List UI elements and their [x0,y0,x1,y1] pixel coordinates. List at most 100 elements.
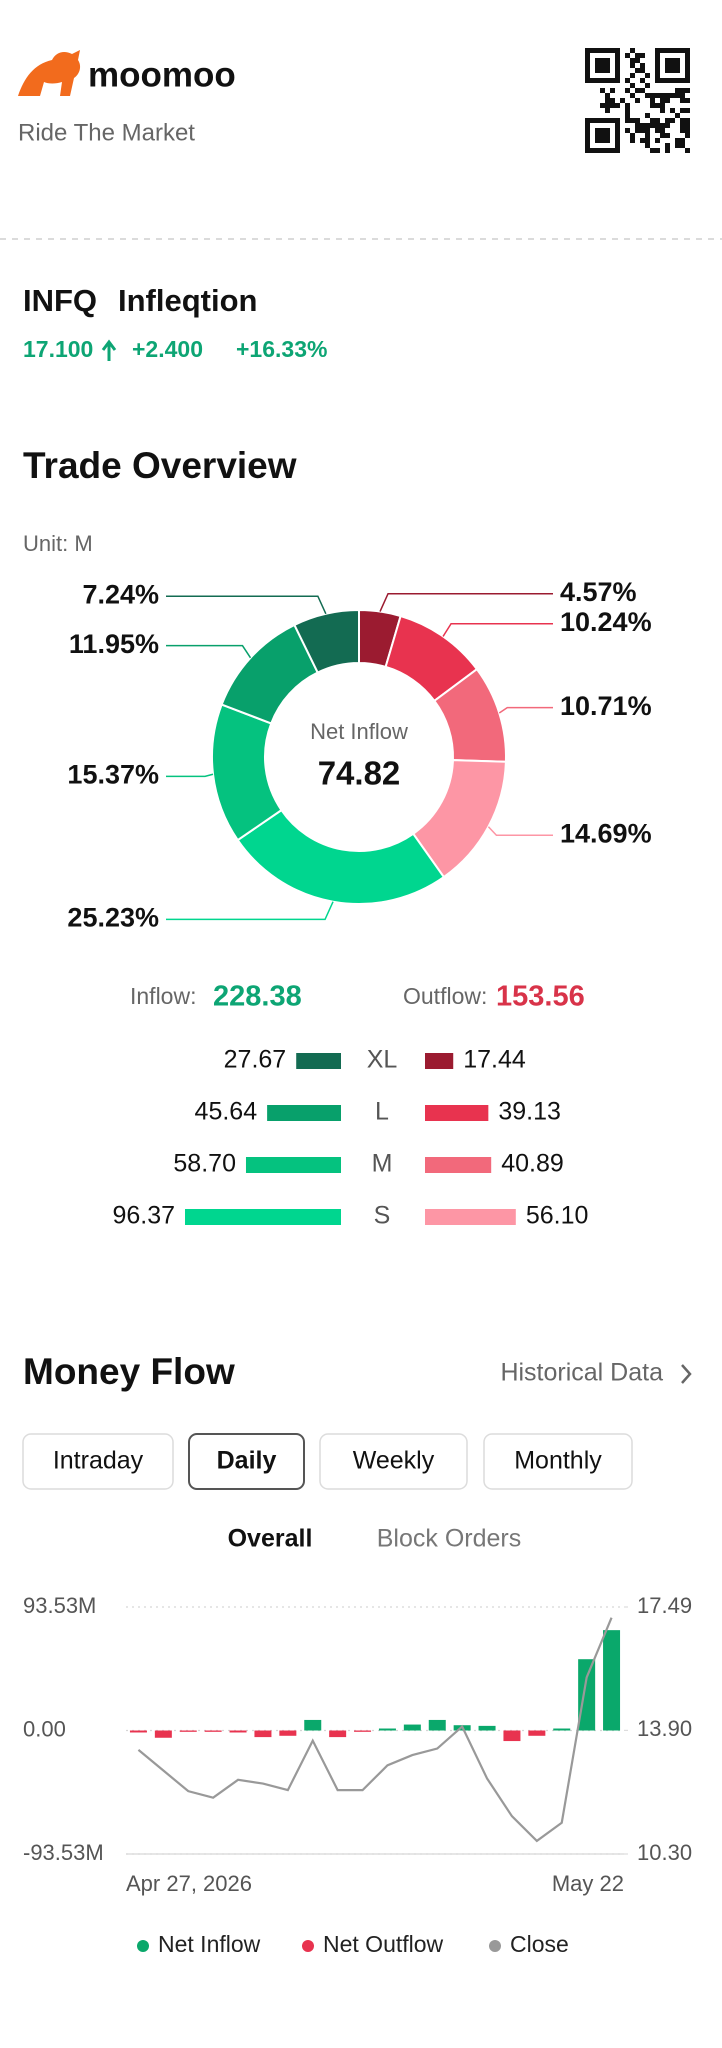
qr-module [660,98,665,103]
subtab-label[interactable]: Block Orders [377,1525,521,1553]
qr-module [640,78,645,83]
flow-bar [578,1659,596,1731]
qr-module [660,133,665,138]
tab-label[interactable]: Weekly [353,1447,435,1475]
qr-code [585,48,690,153]
tab[interactable] [319,1433,468,1490]
stock-price: 17.100 [23,336,93,362]
legend-label: Net Outflow [323,1931,444,1957]
qr-module [645,133,650,138]
flow-bar [428,1719,446,1731]
donut-center-label: Net Inflow [310,719,408,744]
qr-module [640,68,645,73]
tab-label[interactable]: Monthly [514,1447,602,1475]
tab[interactable] [188,1433,305,1490]
flow-value: 96.37 [112,1202,175,1230]
brand: moomoo [88,55,236,94]
qr-module [610,98,615,103]
qr-module [645,113,650,118]
flow-value: 17.44 [463,1046,526,1074]
flow-bar [185,1209,341,1225]
legend-label: Close [510,1931,569,1957]
qr-module [625,53,630,58]
qr-module [635,128,640,133]
qr-module [685,128,690,133]
flow-bar [329,1730,347,1738]
qr-module [615,103,620,108]
flow-bar [279,1730,297,1736]
qr-finder [595,128,610,143]
flow-bar [425,1209,516,1225]
qr-module [655,93,660,98]
qr-module [665,133,670,138]
subtab-label[interactable]: Overall [228,1525,313,1553]
qr-finder [655,48,690,83]
qr-module [645,138,650,143]
qr-module [670,108,675,113]
flow-value: 45.64 [195,1098,258,1126]
section-title: Money Flow [23,1351,235,1392]
donut-label: 15.37% [67,760,159,790]
y-tick-label: 93.53M [23,1593,96,1618]
flow-bar [478,1725,496,1731]
qr-module [660,108,665,113]
tab[interactable] [483,1433,633,1490]
leader-line [166,773,214,778]
chevron[interactable] [681,1364,692,1384]
tab-label[interactable]: Daily [217,1447,277,1475]
qr-finder [585,118,620,153]
qr-module [685,118,690,123]
flow-bar [354,1730,372,1732]
qr-module [645,143,650,148]
qr-module [675,93,680,98]
size-label: L [375,1098,389,1126]
qr-module [640,53,645,58]
flow-label: Outflow: [403,983,487,1009]
qr-module [605,103,610,108]
flow-bar [267,1105,341,1121]
y-tick-label: -93.53M [23,1840,104,1865]
qr-module [610,103,615,108]
tab[interactable] [22,1433,174,1490]
up-arrow [101,339,117,361]
qr-module [645,123,650,128]
qr-module [635,53,640,58]
flow-bar [245,1157,341,1173]
flow-label: Inflow: [130,983,196,1009]
qr-module [680,138,685,143]
qr-finder [585,48,620,83]
qr-module [620,98,625,103]
flow-bar [553,1728,571,1731]
qr-module [675,113,680,118]
qr-module [665,93,670,98]
qr-module [600,88,605,93]
qr-module [635,98,640,103]
qr-module [645,83,650,88]
stock-change: +2.400 [132,336,203,362]
qr-module [680,93,685,98]
qr-module [625,78,630,83]
qr-module [630,73,635,78]
qr-module [670,118,675,123]
qr-module [655,148,660,153]
qr-module [630,83,635,88]
qr-module [680,143,685,148]
qr-module [635,118,640,123]
qr-module [660,128,665,133]
leader-line [498,706,553,714]
qr-module [625,108,630,113]
historical-data-link[interactable]: Historical Data [500,1359,663,1387]
legend-dot [302,1940,314,1952]
close-line [137,1617,613,1843]
qr-module [650,123,655,128]
qr-module [635,68,640,73]
y-tick-label: 0.00 [23,1716,66,1741]
flow-value: 39.13 [498,1098,561,1126]
x-tick-label: Apr 27, 2026 [126,1871,252,1896]
flow-bar [229,1730,247,1733]
qr-module [685,98,690,103]
tab-label[interactable]: Intraday [53,1447,144,1475]
donut-label: 4.57% [560,577,637,607]
